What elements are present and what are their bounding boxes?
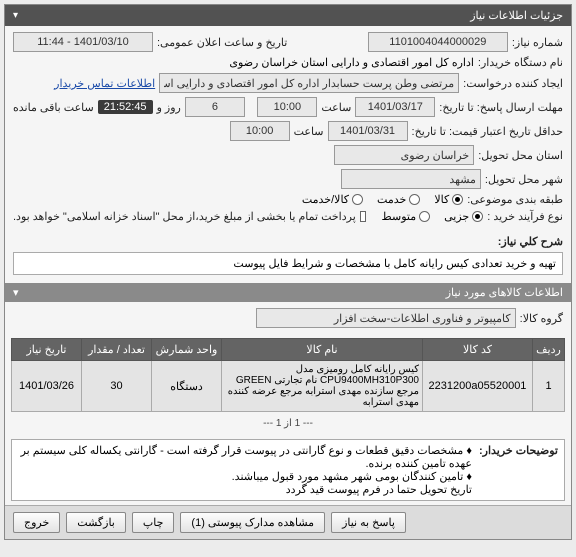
city-value	[341, 169, 481, 189]
deadline-label: مهلت ارسال پاسخ: تا تاریخ:	[439, 101, 563, 114]
items-header-title: اطلاعات کالاهای مورد نیاز	[446, 286, 563, 299]
panel-title: جزئیات اطلاعات نیاز	[470, 9, 563, 22]
items-subheader: اطلاعات کالاهای مورد نیاز ▾	[5, 283, 571, 302]
table-row[interactable]: 1 2231200a05520001 کیس رایانه کامل رومیز…	[12, 361, 565, 412]
days-and: روز و	[157, 101, 181, 114]
col-unit: واحد شمارش	[152, 339, 222, 361]
notes-label: توضیحات خریدار:	[478, 444, 558, 496]
note-bullet: ♦ مشخصات دقیق قطعات و نوع گارانتی در پیو…	[18, 444, 472, 470]
contact-link[interactable]: اطلاعات تماس خریدار	[54, 77, 155, 90]
valid-time	[230, 121, 290, 141]
back-button[interactable]: بازگشت	[66, 512, 126, 533]
valid-date	[328, 121, 408, 141]
notes-list: ♦ مشخصات دقیق قطعات و نوع گارانتی در پیو…	[18, 444, 472, 496]
cell-idx: 1	[533, 361, 565, 412]
buytype-label: نوع فرآیند خرید :	[487, 210, 563, 223]
valid-label: حداقل تاریخ اعتبار قیمت: تا تاریخ:	[412, 125, 563, 138]
table-header-row: ردیف کد کالا نام کالا واحد شمارش تعداد /…	[12, 339, 565, 361]
answer-button[interactable]: پاسخ به نیاز	[331, 512, 406, 533]
deadline-date	[355, 97, 435, 117]
print-button[interactable]: چاپ	[132, 512, 175, 533]
panel-header: جزئیات اطلاعات نیاز ▾	[5, 5, 571, 26]
province-value	[334, 145, 474, 165]
need-title-box: تهیه و خرید تعدادی کیس رایانه کامل با مش…	[13, 252, 563, 275]
note-bullet: تاریخ تحویل حتما در فرم پیوست قید گردد	[18, 483, 472, 496]
days-count	[185, 97, 245, 117]
col-name: نام کالا	[222, 339, 423, 361]
items-table: ردیف کد کالا نام کالا واحد شمارش تعداد /…	[11, 338, 565, 412]
buytype-mid[interactable]: متوسط	[382, 210, 431, 223]
announce-value	[13, 32, 153, 52]
city-label: شهر محل تحویل:	[485, 173, 563, 186]
col-idx: ردیف	[533, 339, 565, 361]
items-collapse-icon[interactable]: ▾	[13, 286, 19, 299]
class-goods[interactable]: کالا	[434, 193, 463, 206]
cell-qty: 30	[82, 361, 152, 412]
class-radio-group: کالا خدمت کالا/خدمت	[302, 193, 463, 206]
attachments-button[interactable]: مشاهده مدارک پیوستی (1)	[180, 512, 325, 533]
details-panel: جزئیات اطلاعات نیاز ▾ شماره نیاز: تاریخ …	[4, 4, 572, 540]
creator-label: ایجاد کننده درخواست:	[463, 77, 563, 90]
notes-box: توضیحات خریدار: ♦ مشخصات دقیق قطعات و نو…	[11, 439, 565, 501]
col-date: تاریخ نیاز	[12, 339, 82, 361]
buytype-partial[interactable]: جزیی	[444, 210, 483, 223]
exit-button[interactable]: خروج	[13, 512, 60, 533]
treasury-check[interactable]	[360, 211, 366, 222]
button-row: پاسخ به نیاز مشاهده مدارک پیوستی (1) چاپ…	[5, 505, 571, 539]
cell-code: 2231200a05520001	[423, 361, 533, 412]
remain-suffix: ساعت باقی مانده	[13, 101, 94, 114]
reqno-value	[368, 32, 508, 52]
form-area: شماره نیاز: تاریخ و ساعت اعلان عمومی: نا…	[5, 26, 571, 233]
reqno-label: شماره نیاز:	[512, 36, 563, 49]
buyer-label: نام دستگاه خریدار:	[478, 56, 563, 69]
deadline-time	[257, 97, 317, 117]
buytype-radio-group: جزیی متوسط	[382, 210, 484, 223]
need-title-label: شرح کلي نياز:	[498, 235, 563, 248]
announce-label: تاریخ و ساعت اعلان عمومی:	[157, 36, 287, 49]
class-both[interactable]: کالا/خدمت	[302, 193, 363, 206]
class-service[interactable]: خدمت	[377, 193, 420, 206]
time-label-1: ساعت	[321, 101, 351, 114]
partial-note: پرداخت تمام یا بخشی از مبلغ خرید،از محل …	[13, 210, 356, 223]
time-label-2: ساعت	[294, 125, 324, 138]
cell-unit: دستگاه	[152, 361, 222, 412]
cell-name: کیس رایانه کامل رومیزی مدل CPU9400MH310P…	[222, 361, 423, 412]
province-label: استان محل تحویل:	[478, 149, 563, 162]
countdown-timer: 21:52:45	[98, 100, 153, 114]
class-label: طبقه بندی موضوعی:	[467, 193, 563, 206]
pager: --- 1 از 1 ---	[5, 416, 571, 435]
collapse-icon[interactable]: ▾	[13, 10, 18, 21]
note-bullet: ♦ تامین کنندگان بومی شهر مشهد مورد قبول …	[18, 470, 472, 483]
col-qty: تعداد / مقدار	[82, 339, 152, 361]
group-value	[256, 308, 516, 328]
creator-value	[159, 73, 459, 93]
group-label: گروه کالا:	[520, 312, 563, 325]
cell-date: 1401/03/26	[12, 361, 82, 412]
buyer-value: اداره کل امور اقتصادی و دارایی استان خرا…	[229, 56, 473, 69]
col-code: کد کالا	[423, 339, 533, 361]
